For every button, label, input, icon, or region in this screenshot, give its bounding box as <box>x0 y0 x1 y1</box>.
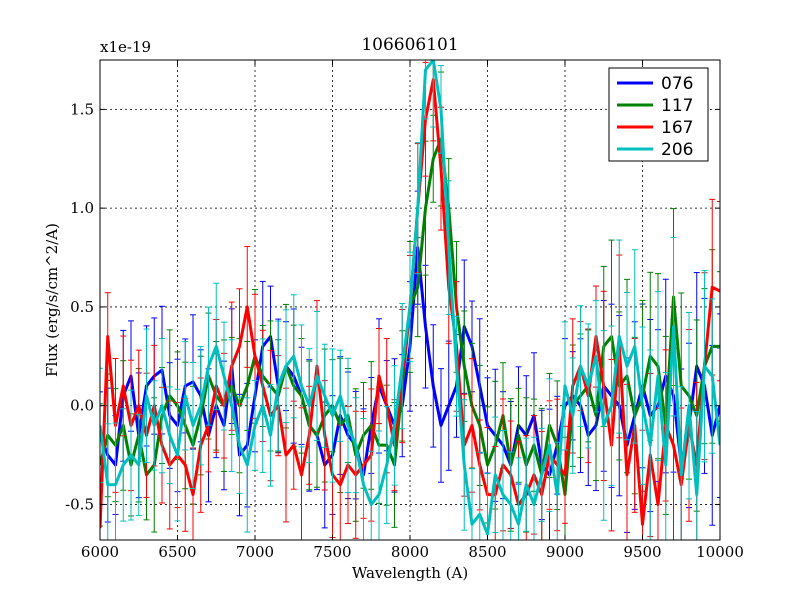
chart-title: 106606101 <box>361 35 458 55</box>
x-tick-label: 7000 <box>236 543 274 561</box>
x-tick-label: 8500 <box>468 543 506 561</box>
x-tick-label: 7500 <box>313 543 351 561</box>
y-tick-label: -0.5 <box>65 495 94 513</box>
x-tick-label: 10000 <box>696 543 744 561</box>
x-tick-label: 6000 <box>81 543 119 561</box>
x-tick-label: 9500 <box>623 543 661 561</box>
x-tick-label: 8000 <box>391 543 429 561</box>
legend-label: 076 <box>661 74 693 94</box>
y-tick-label: 0.5 <box>70 298 94 316</box>
x-axis-label: Wavelength (A) <box>352 564 468 582</box>
series-206 <box>100 60 720 540</box>
x-tick-label: 9000 <box>546 543 584 561</box>
series-line-206 <box>100 60 720 536</box>
ticks: 6000 6500 7000 7500 8000 8500 9000 9500 10000 -0.… <box>65 60 744 561</box>
series-layer <box>100 60 720 540</box>
y-axis-label: Flux (erg/s/cm^2/A) <box>43 223 61 377</box>
y-tick-label: 1.0 <box>70 199 94 217</box>
legend-label: 117 <box>661 96 693 116</box>
y-tick-label: 1.5 <box>70 100 94 118</box>
y-tick-label: 0.0 <box>70 397 94 415</box>
y-multiplier-label: x1e-19 <box>100 38 151 56</box>
x-tick-label: 6500 <box>158 543 196 561</box>
legend-label: 167 <box>661 118 693 138</box>
legend-label: 206 <box>661 140 693 160</box>
